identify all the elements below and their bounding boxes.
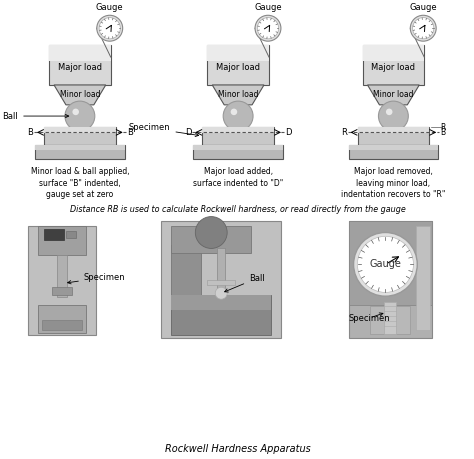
Bar [202, 127, 274, 133]
Bar [52, 287, 72, 295]
Text: B: B [27, 128, 33, 137]
Bar [348, 221, 432, 338]
Bar [49, 45, 111, 61]
Bar [35, 145, 125, 150]
Bar [66, 230, 76, 239]
Text: R: R [341, 128, 346, 137]
Circle shape [215, 287, 227, 299]
Bar [357, 127, 429, 145]
Text: Gauge: Gauge [254, 3, 282, 12]
Text: Minor load: Minor load [60, 90, 100, 100]
Bar [193, 145, 283, 159]
Bar [57, 255, 67, 297]
Circle shape [378, 101, 408, 131]
Bar [44, 127, 116, 133]
Bar [162, 221, 281, 338]
Circle shape [354, 233, 417, 296]
Circle shape [413, 17, 434, 39]
Bar [202, 127, 274, 145]
Circle shape [73, 109, 79, 115]
Bar [357, 127, 429, 133]
Bar [38, 305, 86, 333]
Bar [348, 145, 438, 150]
Text: R: R [440, 123, 446, 132]
Text: Specimen: Specimen [68, 273, 126, 284]
Bar [416, 225, 430, 330]
Text: Major load added,
surface indented to "D": Major load added, surface indented to "D… [193, 167, 283, 188]
Text: Minor load: Minor load [218, 90, 258, 100]
Circle shape [386, 109, 392, 115]
Circle shape [65, 101, 95, 131]
Bar [384, 302, 396, 334]
Bar [217, 248, 225, 293]
Bar [348, 145, 438, 159]
Polygon shape [54, 85, 106, 105]
Text: B: B [127, 128, 133, 137]
Polygon shape [212, 85, 264, 105]
Circle shape [195, 217, 227, 248]
Polygon shape [367, 85, 419, 105]
Circle shape [223, 101, 253, 131]
Bar [193, 145, 283, 150]
Bar [348, 221, 432, 305]
Text: Major load removed,
leaving minor load,
indentation recovers to "R": Major load removed, leaving minor load, … [341, 167, 446, 199]
Text: Major load: Major load [216, 62, 260, 72]
Text: B: B [440, 128, 445, 137]
Text: Ball: Ball [225, 274, 265, 292]
Text: D: D [185, 128, 191, 137]
Text: Gauge: Gauge [370, 259, 401, 269]
Bar [371, 306, 410, 334]
Circle shape [257, 17, 279, 39]
Text: D: D [285, 128, 292, 137]
Bar [49, 45, 111, 85]
Circle shape [357, 236, 413, 292]
Text: Ball: Ball [2, 112, 69, 121]
Bar [207, 45, 269, 85]
Circle shape [97, 15, 123, 41]
Bar [42, 320, 82, 330]
Bar [363, 45, 424, 85]
Text: Major load: Major load [58, 62, 102, 72]
Circle shape [410, 15, 436, 41]
Text: Rockwell Hardness Apparatus: Rockwell Hardness Apparatus [165, 444, 311, 454]
Text: Gauge: Gauge [410, 3, 437, 12]
Circle shape [231, 109, 237, 115]
Text: Gauge: Gauge [96, 3, 124, 12]
Text: Minor load: Minor load [373, 90, 414, 100]
Bar [207, 280, 235, 285]
Bar [44, 229, 64, 241]
Bar [28, 225, 96, 335]
Text: Minor load & ball applied,
surface "B" indented,
gauge set at zero: Minor load & ball applied, surface "B" i… [30, 167, 129, 199]
Bar [172, 295, 271, 310]
Text: Specimen: Specimen [348, 313, 390, 323]
Bar [363, 45, 424, 61]
Circle shape [255, 15, 281, 41]
Circle shape [99, 17, 120, 39]
Bar [207, 45, 269, 61]
Bar [172, 295, 271, 335]
Bar [35, 145, 125, 159]
Text: Major load: Major load [372, 62, 415, 72]
Bar [172, 246, 201, 300]
Bar [172, 225, 251, 253]
Text: Distance RB is used to calculate Rockwell hardness, or read directly from the ga: Distance RB is used to calculate Rockwel… [70, 205, 406, 213]
Text: Specimen: Specimen [129, 123, 199, 137]
Bar [44, 127, 116, 145]
Bar [38, 225, 86, 255]
